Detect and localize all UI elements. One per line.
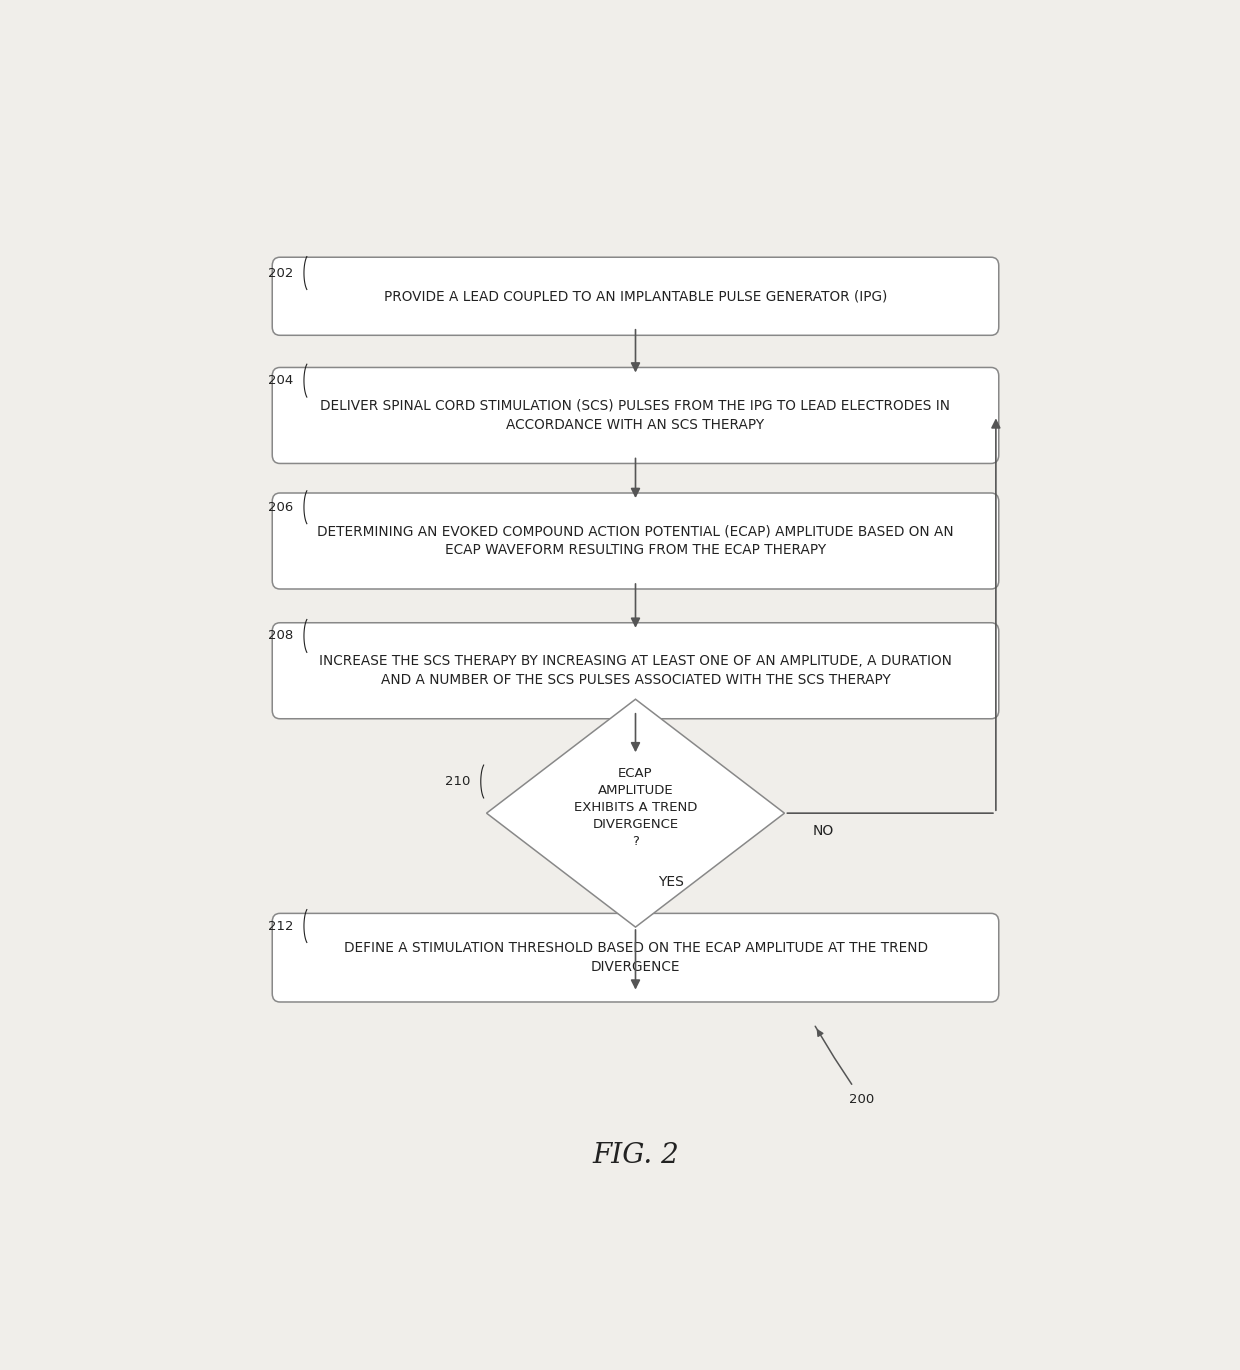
Text: NO: NO — [812, 825, 833, 838]
Text: 210: 210 — [445, 775, 471, 788]
Text: YES: YES — [657, 874, 683, 889]
Text: 212: 212 — [268, 919, 294, 933]
FancyBboxPatch shape — [273, 493, 998, 589]
FancyBboxPatch shape — [273, 367, 998, 463]
FancyBboxPatch shape — [273, 258, 998, 336]
Text: ECAP
AMPLITUDE
EXHIBITS A TREND
DIVERGENCE
?: ECAP AMPLITUDE EXHIBITS A TREND DIVERGEN… — [574, 767, 697, 848]
FancyBboxPatch shape — [273, 623, 998, 719]
Text: 206: 206 — [268, 501, 294, 514]
Text: 204: 204 — [268, 374, 294, 388]
Text: PROVIDE A LEAD COUPLED TO AN IMPLANTABLE PULSE GENERATOR (IPG): PROVIDE A LEAD COUPLED TO AN IMPLANTABLE… — [384, 289, 887, 303]
Text: 202: 202 — [268, 267, 294, 279]
Text: FIG. 2: FIG. 2 — [593, 1141, 678, 1169]
Text: DETERMINING AN EVOKED COMPOUND ACTION POTENTIAL (ECAP) AMPLITUDE BASED ON AN
ECA: DETERMINING AN EVOKED COMPOUND ACTION PO… — [317, 525, 954, 558]
Text: INCREASE THE SCS THERAPY BY INCREASING AT LEAST ONE OF AN AMPLITUDE, A DURATION
: INCREASE THE SCS THERAPY BY INCREASING A… — [319, 655, 952, 688]
Text: 200: 200 — [848, 1093, 874, 1106]
Text: DELIVER SPINAL CORD STIMULATION (SCS) PULSES FROM THE IPG TO LEAD ELECTRODES IN
: DELIVER SPINAL CORD STIMULATION (SCS) PU… — [320, 399, 951, 432]
FancyBboxPatch shape — [273, 914, 998, 1001]
Text: DEFINE A STIMULATION THRESHOLD BASED ON THE ECAP AMPLITUDE AT THE TREND
DIVERGEN: DEFINE A STIMULATION THRESHOLD BASED ON … — [343, 941, 928, 974]
Polygon shape — [486, 699, 785, 927]
Text: 208: 208 — [268, 629, 294, 643]
